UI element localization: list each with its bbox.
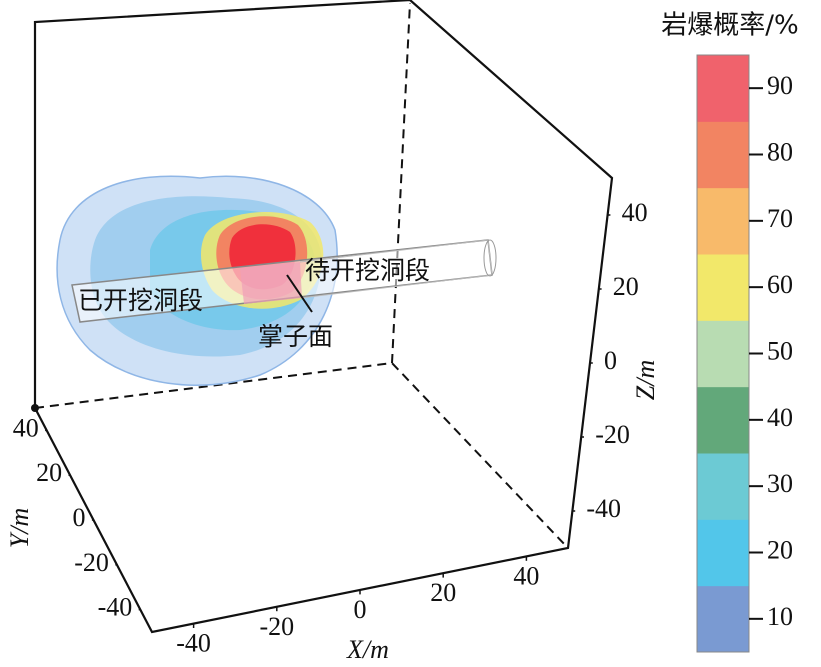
colorbar-tick-label: 80 <box>767 137 793 166</box>
colorbar-tick-label: 70 <box>767 204 793 233</box>
colorbar-band <box>697 55 749 122</box>
colorbar-tick-label: 60 <box>767 270 793 299</box>
colorbar-band <box>697 121 749 189</box>
tick-label: 20 <box>36 458 62 487</box>
tick-label: 0 <box>354 595 367 624</box>
z-axis-label: Z/m <box>631 360 660 400</box>
tick-label: -20 <box>259 612 294 641</box>
colorbar-band <box>697 187 749 255</box>
tick-label: 0 <box>604 346 617 375</box>
tick-label: 0 <box>73 503 86 532</box>
tick-label: 40 <box>13 413 39 442</box>
colorbar-tick-label: 10 <box>767 602 793 631</box>
colorbar-tick-label: 40 <box>767 403 793 432</box>
colorbar-band <box>697 519 749 587</box>
box-frame <box>31 0 614 634</box>
annotation: 掌子面 <box>258 322 333 351</box>
y-axis-label: Y/m <box>5 508 34 548</box>
tick-label: -40 <box>586 494 621 523</box>
tick-label: -40 <box>98 593 133 622</box>
colorbar-tick-label: 30 <box>767 469 793 498</box>
x-axis-label: X/m <box>346 635 389 664</box>
colorbar-tick-label: 50 <box>767 336 793 365</box>
colorbar-band <box>697 585 749 653</box>
tick-label: -40 <box>176 629 211 658</box>
colorbar-tick-label: 90 <box>767 71 793 100</box>
colorbar-band <box>697 254 749 321</box>
colorbar-tick-label: 20 <box>767 535 793 564</box>
tick-label: 20 <box>430 578 456 607</box>
annotation: 已开挖洞段 <box>78 286 203 315</box>
colorbar-band <box>697 453 749 520</box>
tunnel <box>71 239 497 323</box>
colorbar-title: 岩爆概率/% <box>661 11 798 41</box>
annotation: 待开挖洞段 <box>305 256 430 285</box>
tick-label: -20 <box>74 548 109 577</box>
colorbar-band <box>697 386 749 454</box>
pointer <box>286 274 313 313</box>
tick-label: 40 <box>622 198 648 227</box>
tick-label: 40 <box>513 561 539 590</box>
colorbar-band <box>697 320 749 388</box>
tick-label: -20 <box>595 420 630 449</box>
tick-label: 20 <box>613 272 639 301</box>
